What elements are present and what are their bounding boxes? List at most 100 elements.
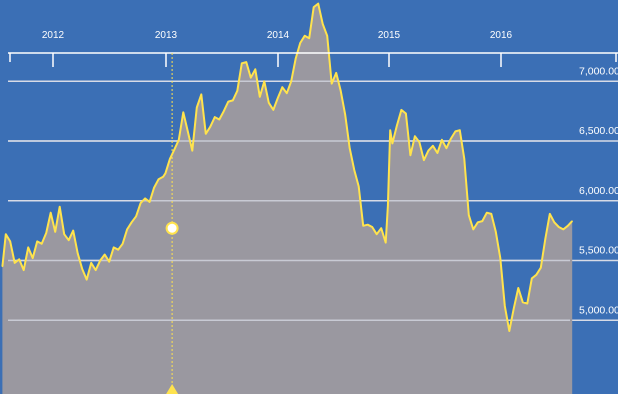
data-point [68, 239, 70, 241]
data-point [445, 147, 447, 149]
y-tick-label: 6,500.00 [579, 125, 618, 137]
data-point [86, 279, 88, 281]
x-tick-label: 2015 [378, 30, 401, 41]
data-point [549, 213, 551, 215]
data-point [227, 101, 229, 103]
data-point [522, 301, 524, 303]
data-point [389, 129, 391, 131]
data-point [263, 80, 265, 82]
cursor-layer[interactable] [165, 53, 179, 394]
data-point [144, 197, 146, 199]
data-point [562, 228, 564, 230]
data-point [95, 269, 97, 271]
data-point [567, 225, 569, 227]
data-point [191, 150, 193, 152]
data-point [481, 220, 483, 222]
data-point [358, 185, 360, 187]
grid-overlay [8, 80, 570, 321]
data-point [99, 259, 101, 262]
data-point [486, 212, 488, 214]
data-point [122, 243, 124, 245]
data-point [418, 141, 420, 143]
y-tick-label: 7,000.00 [579, 65, 618, 77]
data-point [441, 139, 443, 141]
data-point [223, 110, 225, 112]
data-point [490, 213, 492, 215]
data-point [250, 77, 252, 79]
data-point [140, 202, 142, 204]
data-point [376, 233, 378, 235]
data-point [558, 226, 560, 228]
series-area [2, 3, 573, 394]
data-point [254, 68, 256, 70]
data-point [436, 152, 438, 154]
data-point [182, 111, 184, 113]
data-point [335, 72, 337, 74]
data-point [454, 130, 456, 132]
data-point [427, 150, 429, 152]
data-point [77, 252, 79, 254]
data-point [544, 238, 546, 240]
data-point [362, 225, 364, 227]
data-point [571, 220, 573, 222]
data-point [535, 274, 537, 276]
data-point [371, 226, 373, 228]
data-point [322, 23, 324, 25]
data-point [477, 221, 479, 223]
data-point [349, 147, 351, 149]
data-point [236, 90, 238, 92]
data-point [27, 246, 29, 248]
data-point [108, 261, 110, 263]
y-tick-label: 6,000.00 [579, 185, 618, 197]
data-point [414, 135, 416, 137]
data-point [268, 102, 270, 104]
data-point [367, 224, 369, 226]
data-point [308, 37, 310, 39]
data-point [299, 42, 301, 44]
data-point [209, 126, 211, 128]
data-point [241, 62, 243, 64]
data-point [340, 90, 342, 92]
data-point [387, 204, 389, 207]
data-point [5, 233, 7, 235]
cursor-marker[interactable] [165, 221, 179, 235]
data-point [459, 129, 461, 131]
series-line [1, 2, 573, 332]
data-point [526, 302, 528, 305]
data-point [81, 268, 83, 270]
data-point [499, 257, 501, 259]
data-point [326, 35, 328, 37]
data-point [32, 257, 34, 259]
data-point [391, 142, 393, 144]
data-point [380, 227, 382, 229]
data-point [304, 35, 306, 37]
data-point [409, 154, 411, 156]
data-point [23, 269, 25, 271]
data-point [14, 262, 16, 264]
data-point [9, 240, 11, 242]
data-point [331, 83, 333, 85]
data-point [214, 116, 216, 118]
data-point [295, 57, 297, 60]
data-point [59, 206, 61, 208]
data-point [149, 201, 151, 203]
data-point [153, 187, 155, 189]
data-point [495, 231, 497, 233]
data-point [45, 232, 47, 234]
data-point [117, 249, 119, 251]
data-point [504, 305, 506, 307]
data-point [178, 139, 180, 141]
data-point [286, 92, 288, 94]
data-point [187, 130, 189, 132]
data-point [158, 178, 160, 180]
data-point [113, 246, 115, 248]
y-tick-label: 5,500.00 [579, 245, 618, 257]
x-tick-labels: 2012 2013 2014 2015 2016 [9, 30, 617, 67]
data-point [162, 176, 164, 178]
cursor-handle[interactable] [166, 384, 179, 394]
data-point [281, 86, 283, 88]
data-point [540, 267, 542, 269]
data-point [218, 118, 220, 121]
data-point [54, 231, 56, 233]
